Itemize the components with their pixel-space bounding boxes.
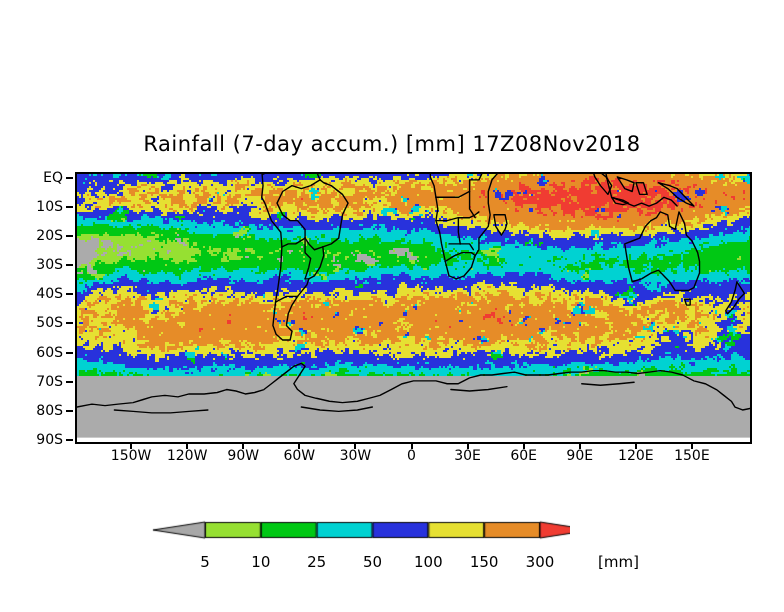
y-axis-label: 40S xyxy=(36,286,63,303)
colorbar-tick-label: 150 xyxy=(469,553,499,571)
x-axis-label: 120E xyxy=(618,448,654,464)
y-axis-tick xyxy=(66,409,73,412)
x-axis-label: 30E xyxy=(454,448,481,464)
y-axis-tick xyxy=(66,264,73,267)
x-axis-label: 90W xyxy=(227,448,260,464)
y-axis-label: 60S xyxy=(36,344,63,361)
x-axis-tick xyxy=(186,442,189,449)
colorbar-tick-label: 5 xyxy=(200,553,210,571)
x-axis-label: 30W xyxy=(339,448,372,464)
map-plot-area xyxy=(75,172,752,444)
x-axis-tick xyxy=(690,442,693,449)
x-axis-tick xyxy=(634,442,637,449)
colorbar: 5 10 25 50 100 150 300 [mm] xyxy=(0,518,784,578)
x-axis-label: 120W xyxy=(166,448,208,464)
x-axis-label: 60W xyxy=(283,448,316,464)
x-axis-tick xyxy=(242,442,245,449)
colorbar-tick-label: 300 xyxy=(525,553,555,571)
rainfall-raster xyxy=(77,174,750,442)
colorbar-tick-label: 25 xyxy=(307,553,327,571)
y-axis-tick xyxy=(66,351,73,354)
colorbar-tick-label: 10 xyxy=(251,553,271,571)
x-axis-label: 90E xyxy=(566,448,594,464)
y-axis-label: 50S xyxy=(36,315,63,332)
y-axis-label: 30S xyxy=(36,257,63,274)
colorbar-unit-label: [mm] xyxy=(598,553,639,571)
x-axis-label: 150E xyxy=(674,448,710,464)
colorbar-tick-label: 100 xyxy=(414,553,443,571)
y-axis-label: 80S xyxy=(36,402,63,419)
x-axis-tick xyxy=(522,442,525,449)
y-axis-tick xyxy=(66,293,73,296)
x-axis-label: 60E xyxy=(510,448,537,464)
x-axis-tick xyxy=(578,442,581,449)
y-axis-label: 20S xyxy=(36,228,63,245)
x-axis-tick xyxy=(466,442,469,449)
y-axis-label: 70S xyxy=(36,373,63,390)
x-axis-label: 0 xyxy=(407,448,416,464)
x-axis-tick xyxy=(130,442,133,449)
y-axis-tick xyxy=(66,176,73,179)
y-axis-label: 10S xyxy=(36,198,63,215)
y-axis-tick xyxy=(66,235,73,238)
x-axis-tick xyxy=(354,442,357,449)
x-axis-tick xyxy=(298,442,301,449)
y-axis-tick xyxy=(66,322,73,325)
y-axis-label: 90S xyxy=(36,432,63,448)
page-title: Rainfall (7-day accum.) [mm] 17Z08Nov201… xyxy=(143,132,641,156)
y-axis-tick xyxy=(66,380,73,383)
y-axis-tick xyxy=(66,205,73,208)
y-axis-label: EQ xyxy=(43,169,63,186)
y-axis-tick xyxy=(66,439,73,441)
colorbar-swatches xyxy=(150,518,570,548)
x-axis-label: 150W xyxy=(110,448,152,464)
colorbar-tick-label: 50 xyxy=(362,553,383,571)
x-axis-tick xyxy=(410,442,413,449)
